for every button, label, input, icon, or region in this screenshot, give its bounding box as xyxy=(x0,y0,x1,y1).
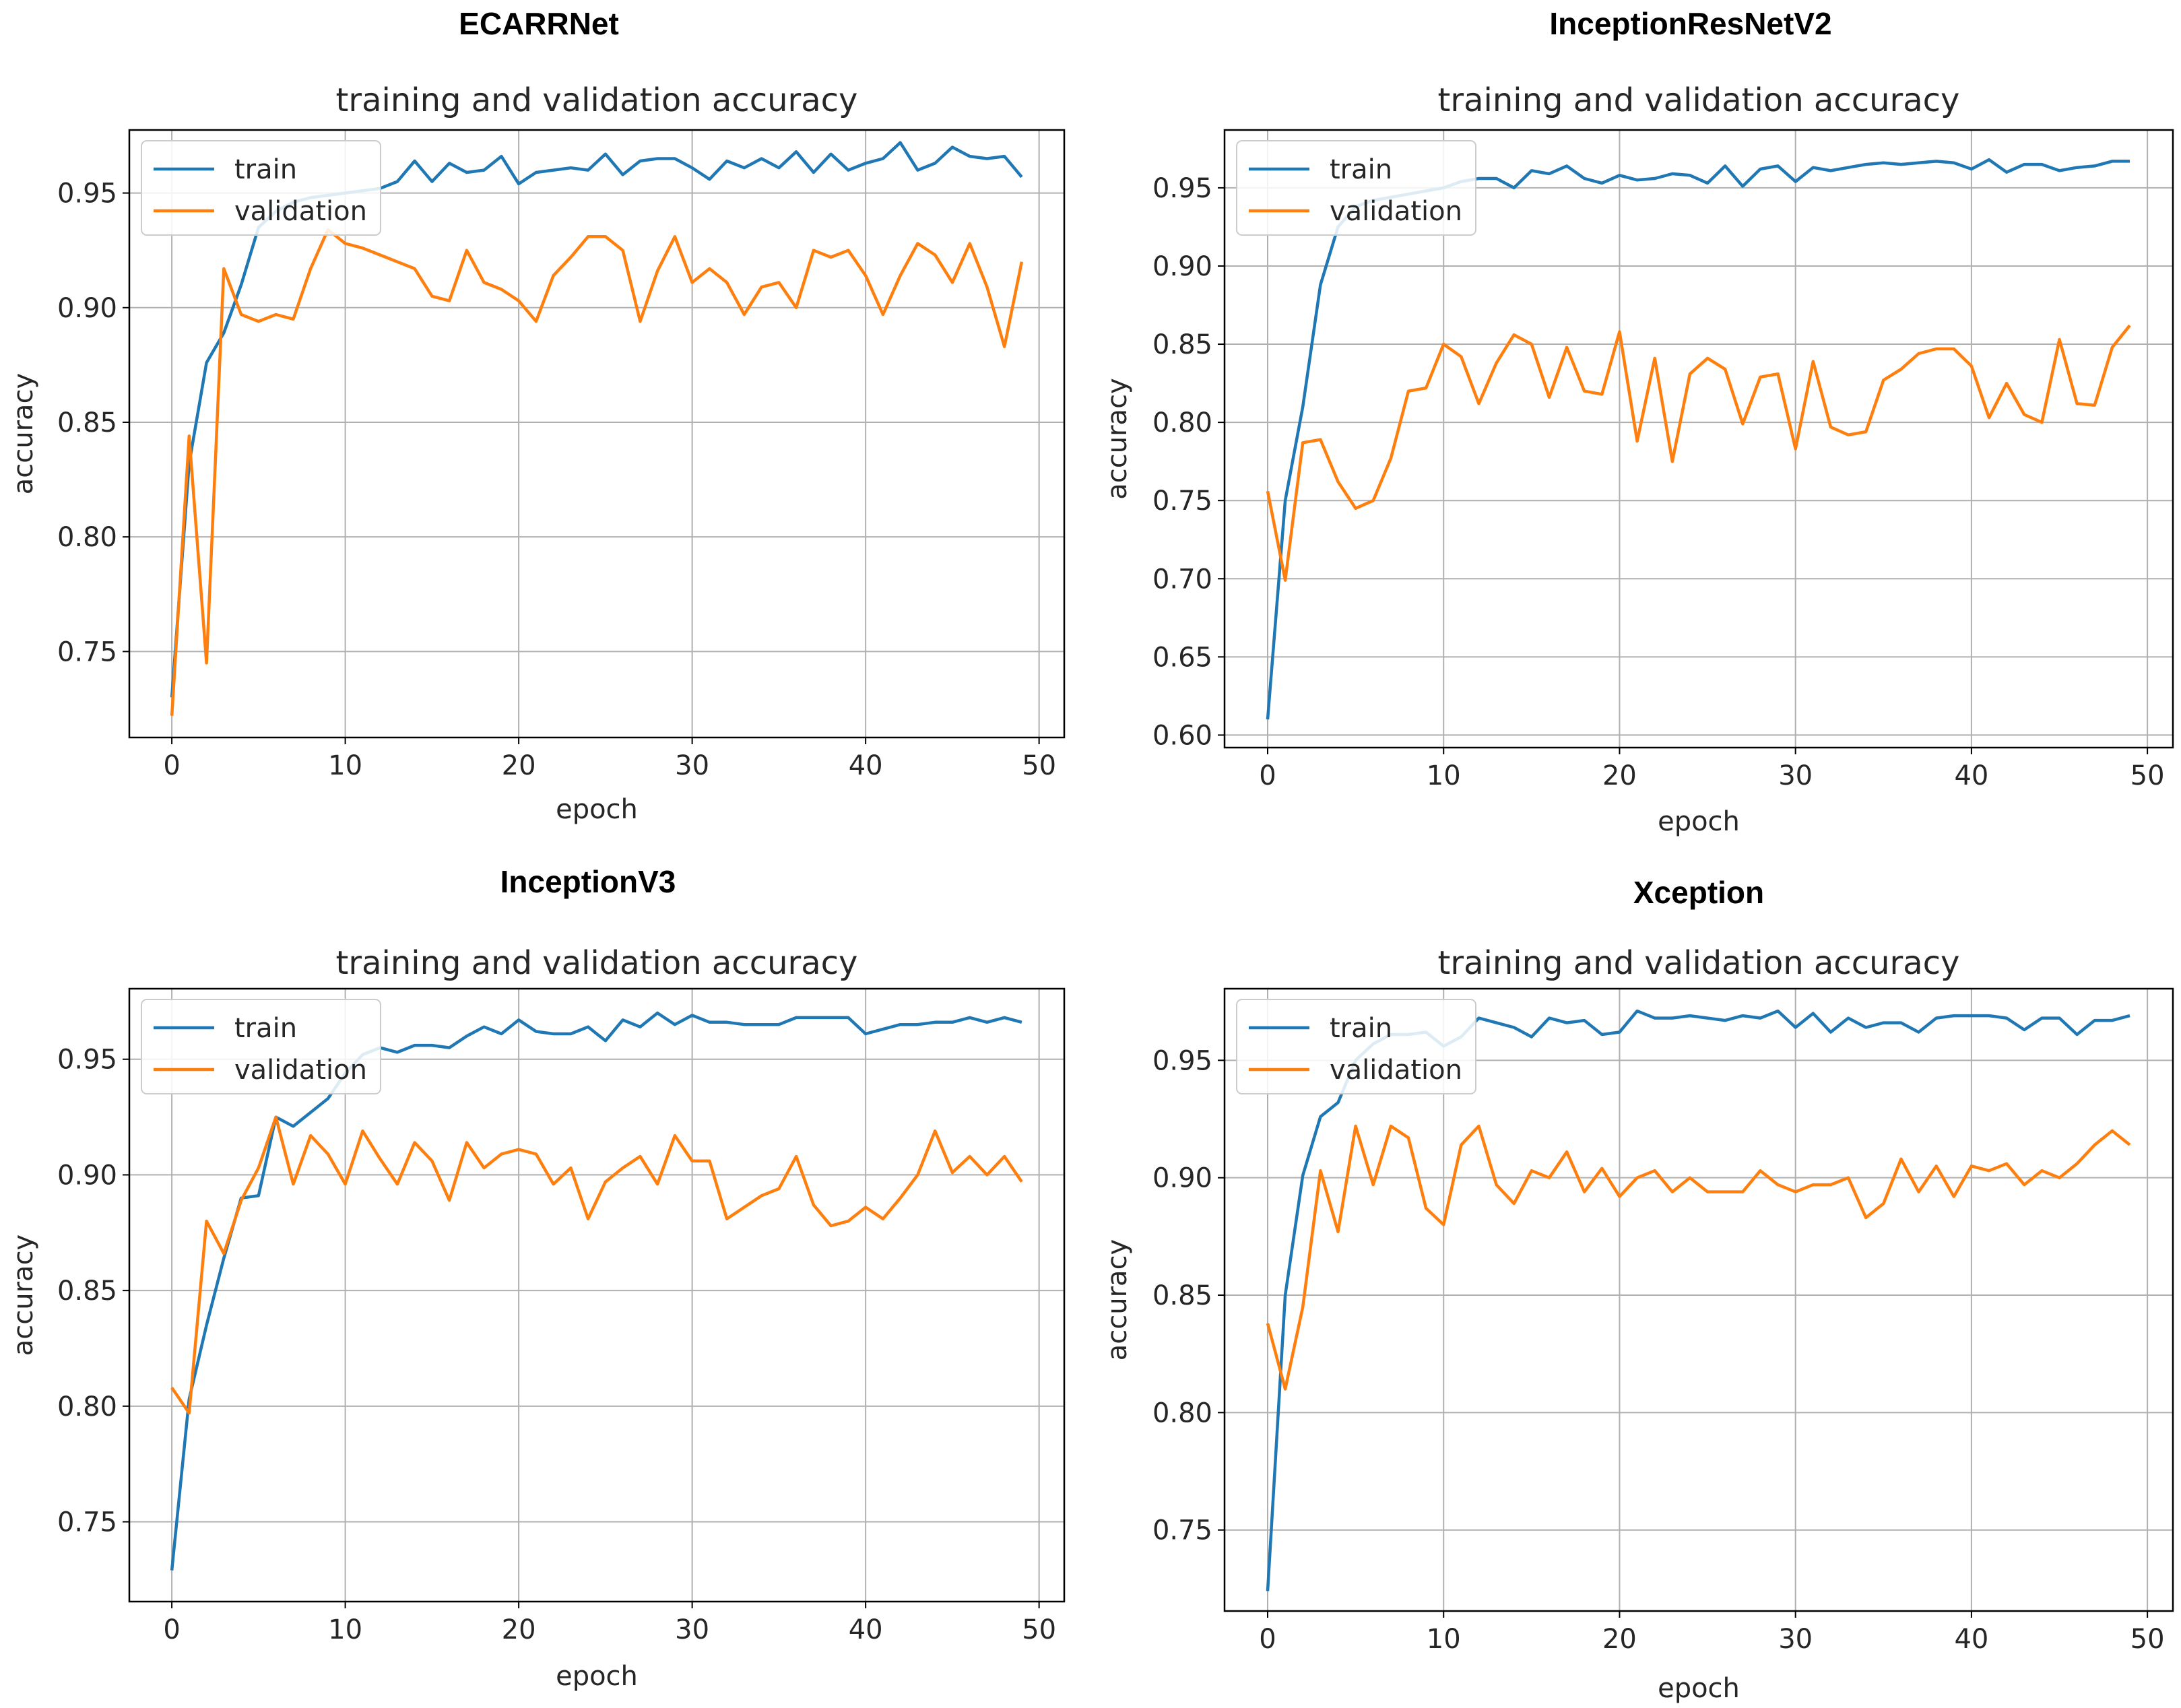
y-tick-label: 0.95 xyxy=(57,178,117,209)
panel-title-xception: Xception xyxy=(1633,875,1765,910)
axes-frame xyxy=(1223,987,2174,1612)
series-line-validation xyxy=(170,1115,1023,1415)
x-tick-label: 20 xyxy=(502,750,536,781)
x-tick-label: 40 xyxy=(1954,1624,1988,1655)
y-tick-label: 0.90 xyxy=(1152,251,1212,282)
series-line-train xyxy=(170,1011,1022,1571)
panel-title-inceptionresnetv2: InceptionResNetV2 xyxy=(1549,6,1832,41)
x-axis-label: epoch xyxy=(556,1661,638,1692)
y-tick-label: 0.85 xyxy=(1152,329,1212,360)
series-line-train xyxy=(1266,1009,2130,1591)
y-tick-label: 0.90 xyxy=(1152,1163,1212,1194)
y-tick-label: 0.85 xyxy=(57,1276,117,1307)
y-tick-label: 0.60 xyxy=(1152,720,1212,751)
x-tick-label: 50 xyxy=(1022,750,1056,781)
y-tick-label: 0.95 xyxy=(57,1045,117,1076)
y-tick-label: 0.75 xyxy=(1152,1515,1212,1546)
x-tick-label: 20 xyxy=(502,1614,536,1645)
legend-label-validation: validation xyxy=(234,196,367,227)
x-tick-label: 20 xyxy=(1602,760,1637,791)
axes-frame xyxy=(128,987,1066,1603)
y-tick-label: 0.75 xyxy=(1152,486,1212,517)
x-tick-label: 10 xyxy=(1427,1624,1461,1655)
chart-title: training and validation accuracy xyxy=(1438,944,1960,982)
x-tick-label: 10 xyxy=(1427,760,1461,791)
chart-title: training and validation accuracy xyxy=(1438,81,1960,119)
x-tick-label: 10 xyxy=(328,750,362,781)
series-line-validation xyxy=(170,228,1024,716)
legend-label-train: train xyxy=(1330,1013,1392,1044)
x-tick-label: 20 xyxy=(1602,1624,1637,1655)
chart-title: training and validation accuracy xyxy=(336,944,858,982)
y-axis-label: accuracy xyxy=(1102,1239,1133,1360)
x-axis-label: epoch xyxy=(556,794,638,825)
x-axis-label: epoch xyxy=(1658,1673,1740,1704)
x-tick-label: 50 xyxy=(2130,760,2165,791)
y-tick-label: 0.90 xyxy=(57,1160,117,1191)
y-tick-label: 0.70 xyxy=(1152,564,1212,595)
x-axis-label: epoch xyxy=(1658,806,1740,837)
x-tick-label: 0 xyxy=(163,1614,180,1645)
y-tick-label: 0.65 xyxy=(1152,642,1212,673)
chart-title: training and validation accuracy xyxy=(336,81,858,119)
y-tick-label: 0.95 xyxy=(1152,1045,1212,1076)
x-tick-label: 50 xyxy=(1022,1614,1056,1645)
series-line-validation xyxy=(1266,324,2131,582)
y-tick-label: 0.80 xyxy=(57,1391,117,1422)
y-axis-label: accuracy xyxy=(8,373,39,494)
legend-label-validation: validation xyxy=(1330,1055,1462,1086)
x-tick-label: 30 xyxy=(675,750,709,781)
x-tick-label: 40 xyxy=(849,750,883,781)
x-tick-label: 30 xyxy=(1778,760,1813,791)
y-tick-label: 0.75 xyxy=(57,1507,117,1538)
y-tick-label: 0.80 xyxy=(1152,1398,1212,1428)
x-tick-label: 0 xyxy=(1259,760,1276,791)
y-axis-label: accuracy xyxy=(1102,378,1133,499)
legend-label-train: train xyxy=(234,1013,297,1044)
y-tick-label: 0.85 xyxy=(1152,1280,1212,1311)
x-tick-label: 10 xyxy=(328,1614,362,1645)
x-tick-label: 40 xyxy=(1954,760,1988,791)
y-tick-label: 0.75 xyxy=(57,636,117,667)
x-tick-label: 50 xyxy=(2130,1624,2165,1655)
legend-label-train: train xyxy=(234,154,297,185)
x-tick-label: 30 xyxy=(1778,1624,1813,1655)
x-tick-label: 0 xyxy=(163,750,180,781)
x-tick-label: 0 xyxy=(1259,1624,1276,1655)
y-tick-label: 0.90 xyxy=(57,293,117,324)
x-tick-label: 30 xyxy=(675,1614,709,1645)
axes-frame xyxy=(1223,129,2174,749)
series-line-validation xyxy=(1266,1124,2131,1391)
legend-label-validation: validation xyxy=(234,1055,367,1086)
panel-title-ecarrnet: ECARRNet xyxy=(459,6,619,41)
legend-label-validation: validation xyxy=(1330,196,1462,227)
y-tick-label: 0.85 xyxy=(57,407,117,438)
legend-label-train: train xyxy=(1330,154,1392,185)
x-tick-label: 40 xyxy=(849,1614,883,1645)
axes-frame xyxy=(128,129,1066,739)
y-tick-label: 0.95 xyxy=(1152,173,1212,204)
y-axis-label: accuracy xyxy=(8,1235,39,1356)
y-tick-label: 0.80 xyxy=(1152,407,1212,438)
y-tick-label: 0.80 xyxy=(57,522,117,553)
panel-title-inceptionv3: InceptionV3 xyxy=(500,864,676,899)
